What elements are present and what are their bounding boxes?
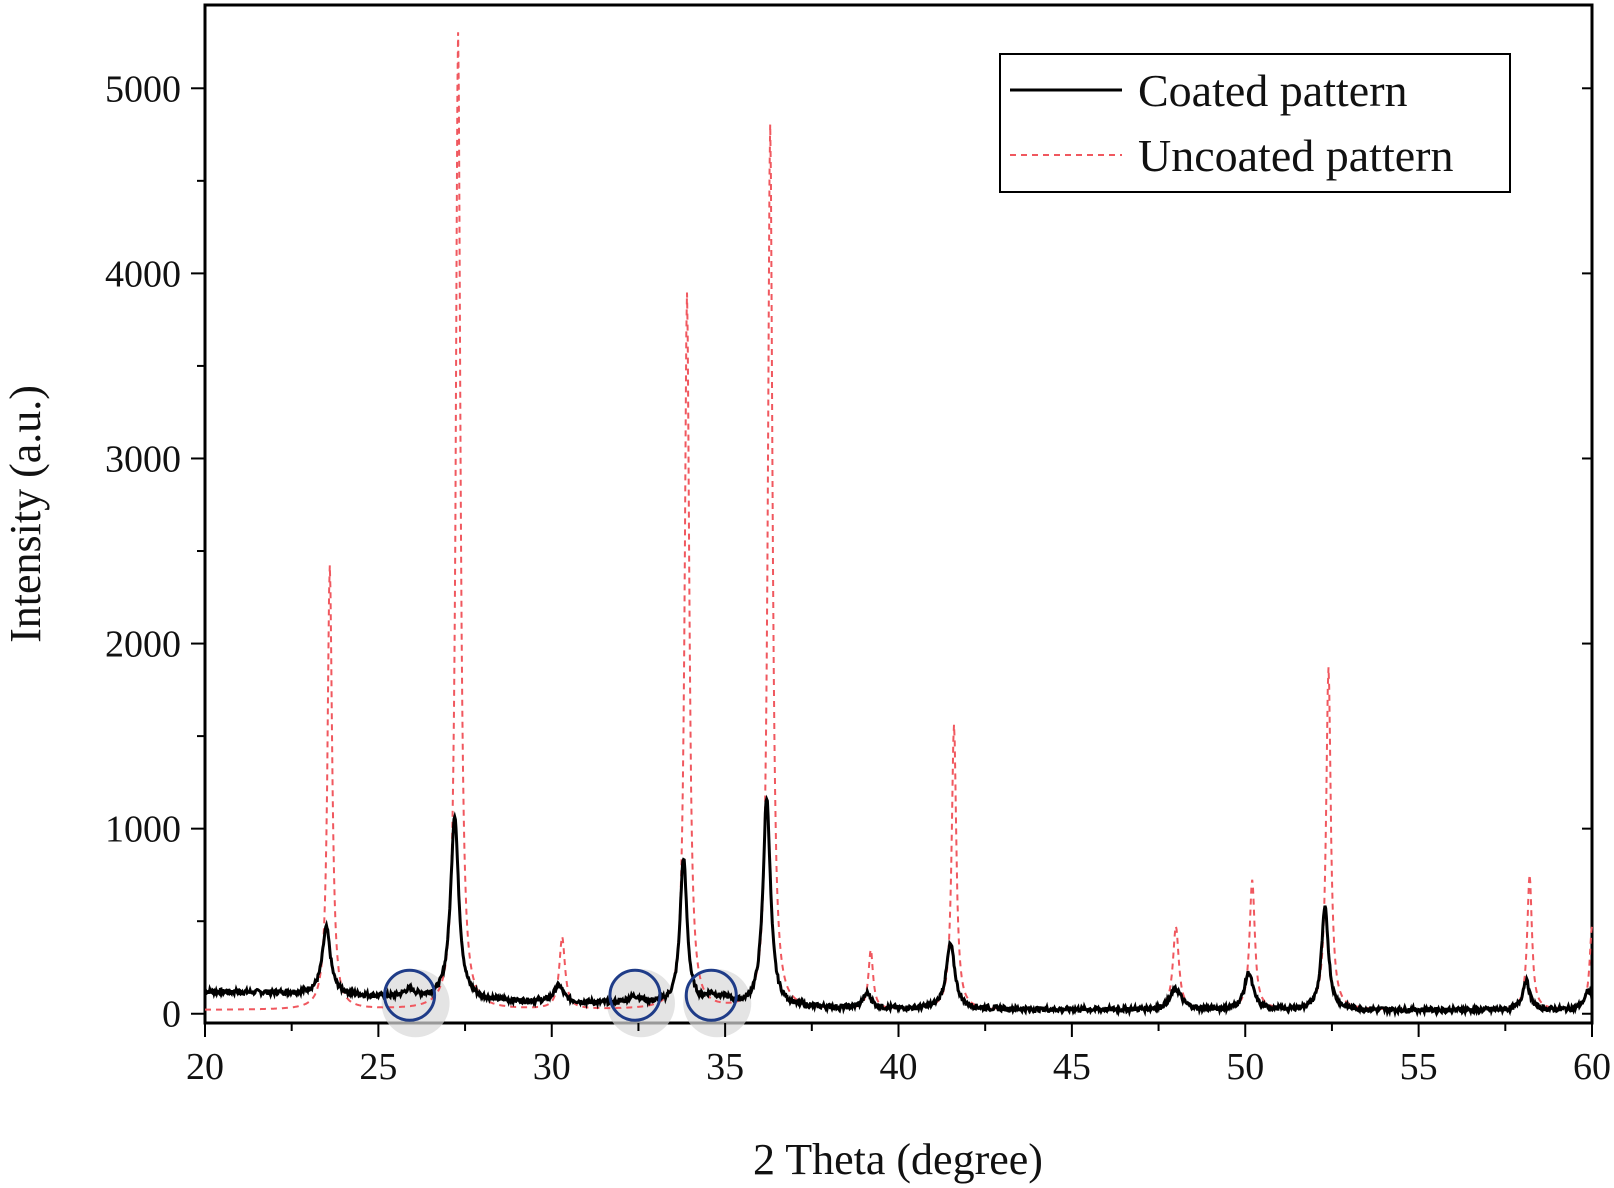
legend-box: [999, 53, 1511, 193]
y-axis-title: Intensity (a.u.): [1, 385, 50, 643]
annotation-circle-2: [684, 968, 738, 1022]
tick-layer: 20 25 30 35 40 45 50 55 60 0 1000 2000 3000 4000 5000: [105, 68, 1611, 1088]
legend-label-uncoated: Uncoated pattern: [1138, 130, 1453, 181]
y-tick-label-5000: 5000: [105, 68, 181, 110]
x-tick-label-50: 50: [1226, 1046, 1264, 1088]
y-tick-label-2000: 2000: [105, 624, 181, 666]
legend: Coated pattern Uncoated pattern: [999, 53, 1511, 193]
legend-label-coated: Coated pattern: [1138, 65, 1408, 116]
x-tick-label-60: 60: [1573, 1046, 1611, 1088]
annotation-circle-1: [608, 968, 662, 1022]
x-tick-label-30: 30: [533, 1046, 571, 1088]
x-tick-label-45: 45: [1053, 1046, 1091, 1088]
x-tick-label-35: 35: [706, 1046, 744, 1088]
y-tick-label-3000: 3000: [105, 438, 181, 480]
series-layer: [204, 32, 1594, 1018]
x-tick-label-20: 20: [186, 1046, 224, 1088]
y-tick-label-4000: 4000: [105, 253, 181, 295]
y-tick-label-1000: 1000: [105, 809, 181, 851]
x-axis-title: 2 Theta (degree): [753, 1135, 1043, 1184]
x-tick-label-40: 40: [880, 1046, 918, 1088]
y-tick-label-0: 0: [162, 994, 181, 1036]
annotation-layer: [381, 969, 752, 1038]
series-coated-line: [204, 794, 1594, 1018]
x-tick-label-55: 55: [1400, 1046, 1438, 1088]
annotation-circle-0: [383, 968, 437, 1022]
x-tick-label-25: 25: [359, 1046, 397, 1088]
